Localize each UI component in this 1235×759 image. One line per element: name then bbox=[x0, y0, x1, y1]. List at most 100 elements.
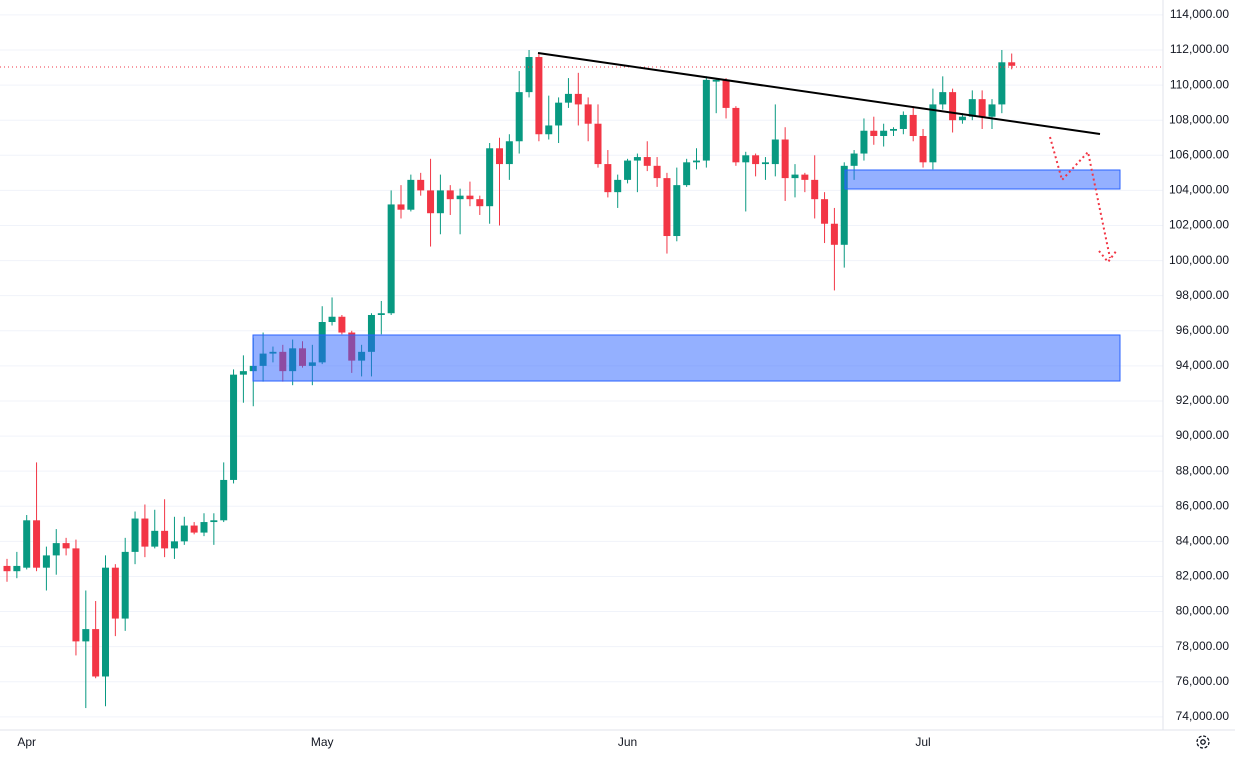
candle-body bbox=[545, 125, 553, 135]
y-tick-label: 74,000.00 bbox=[1176, 709, 1230, 723]
candle-body bbox=[141, 518, 149, 547]
x-tick-label: May bbox=[311, 735, 334, 749]
candle-body bbox=[564, 93, 572, 103]
candle-body bbox=[505, 141, 513, 165]
candle-body bbox=[663, 178, 671, 237]
candle-body bbox=[535, 57, 543, 135]
candle-body bbox=[742, 155, 750, 163]
y-tick-label: 90,000.00 bbox=[1176, 428, 1230, 442]
candle-body bbox=[131, 518, 139, 552]
candle-body bbox=[752, 155, 760, 165]
candle-body bbox=[890, 128, 897, 131]
candle-body bbox=[377, 313, 385, 315]
support-zone bbox=[252, 334, 1121, 382]
candle-body bbox=[496, 148, 503, 165]
candle-body bbox=[958, 116, 966, 121]
y-tick-label: 82,000.00 bbox=[1176, 569, 1230, 583]
candle-body bbox=[13, 565, 21, 572]
candle-body bbox=[811, 179, 819, 200]
candle-body bbox=[82, 629, 90, 642]
y-tick-label: 102,000.00 bbox=[1169, 218, 1229, 232]
x-tick-label: Apr bbox=[17, 735, 36, 749]
candle-body bbox=[821, 199, 829, 224]
candle-body bbox=[62, 543, 70, 549]
candle-body bbox=[860, 130, 868, 154]
candle-body bbox=[693, 160, 700, 163]
candle-body bbox=[102, 567, 109, 677]
y-tick-label: 100,000.00 bbox=[1169, 253, 1229, 267]
x-tick-label: Jul bbox=[915, 735, 930, 749]
candle-body bbox=[446, 190, 454, 200]
y-tick-label: 106,000.00 bbox=[1169, 147, 1229, 161]
candle-body bbox=[436, 190, 444, 214]
candle-body bbox=[702, 79, 710, 161]
candle-body bbox=[52, 543, 60, 556]
candle-body bbox=[397, 204, 405, 210]
candle-body bbox=[771, 139, 779, 165]
candle-body bbox=[33, 520, 41, 568]
candle-body bbox=[683, 162, 691, 186]
candle-body bbox=[555, 102, 563, 126]
y-tick-label: 94,000.00 bbox=[1176, 358, 1230, 372]
candle-body bbox=[456, 195, 464, 200]
y-tick-label: 114,000.00 bbox=[1170, 7, 1229, 21]
candle-body bbox=[1008, 62, 1016, 66]
candle-body bbox=[624, 160, 632, 180]
candle-body bbox=[42, 555, 50, 568]
candle-body bbox=[23, 520, 31, 568]
y-tick-label: 98,000.00 bbox=[1176, 288, 1230, 302]
candle-body bbox=[525, 57, 533, 93]
y-tick-label: 84,000.00 bbox=[1176, 534, 1230, 548]
candle-body bbox=[840, 165, 848, 245]
candle-body bbox=[722, 79, 730, 108]
candle-body bbox=[761, 162, 769, 165]
x-tick-label: Jun bbox=[618, 735, 637, 749]
y-tick-label: 80,000.00 bbox=[1176, 604, 1230, 618]
candle-body bbox=[978, 99, 986, 117]
candle-body bbox=[791, 174, 799, 179]
candle-body bbox=[92, 629, 100, 677]
settings-button[interactable] bbox=[1196, 735, 1210, 749]
candle-body bbox=[732, 107, 740, 163]
candle-body bbox=[200, 522, 208, 533]
y-tick-label: 92,000.00 bbox=[1176, 393, 1230, 407]
candle-body bbox=[988, 104, 996, 117]
candle-body bbox=[899, 114, 907, 129]
candle-body bbox=[486, 148, 494, 207]
candle-body bbox=[850, 153, 858, 166]
candle-body bbox=[367, 314, 375, 352]
candle-body bbox=[180, 525, 188, 542]
candle-body bbox=[909, 114, 917, 136]
candle-body bbox=[633, 157, 641, 161]
y-tick-label: 108,000.00 bbox=[1169, 112, 1229, 126]
candle-body bbox=[111, 567, 119, 619]
candle-body bbox=[673, 185, 681, 237]
y-tick-label: 86,000.00 bbox=[1176, 498, 1230, 512]
gear-inner[interactable] bbox=[1200, 739, 1206, 745]
candle-body bbox=[929, 104, 937, 163]
y-tick-label: 96,000.00 bbox=[1176, 323, 1230, 337]
candle-body bbox=[190, 525, 198, 533]
candle-body bbox=[998, 62, 1006, 105]
candle-body bbox=[830, 223, 838, 245]
projection-path bbox=[1049, 136, 1111, 259]
candle-body bbox=[328, 316, 336, 323]
candle-body bbox=[151, 530, 159, 547]
y-tick-label: 88,000.00 bbox=[1176, 463, 1230, 477]
candle-body bbox=[417, 179, 425, 191]
candle-body bbox=[968, 99, 976, 117]
candle-body bbox=[161, 530, 169, 549]
y-tick-label: 112,000.00 bbox=[1170, 42, 1229, 56]
y-tick-label: 78,000.00 bbox=[1176, 639, 1230, 653]
candle-body bbox=[220, 479, 228, 521]
candle-body bbox=[614, 179, 622, 193]
trend-line bbox=[537, 52, 1101, 135]
candle-body bbox=[574, 93, 582, 105]
candle-body bbox=[407, 179, 415, 210]
candle-body bbox=[387, 204, 395, 314]
gear-outer[interactable] bbox=[1196, 735, 1210, 749]
candle-body bbox=[121, 551, 129, 619]
candle-body bbox=[870, 130, 878, 136]
candle-body bbox=[476, 199, 484, 207]
